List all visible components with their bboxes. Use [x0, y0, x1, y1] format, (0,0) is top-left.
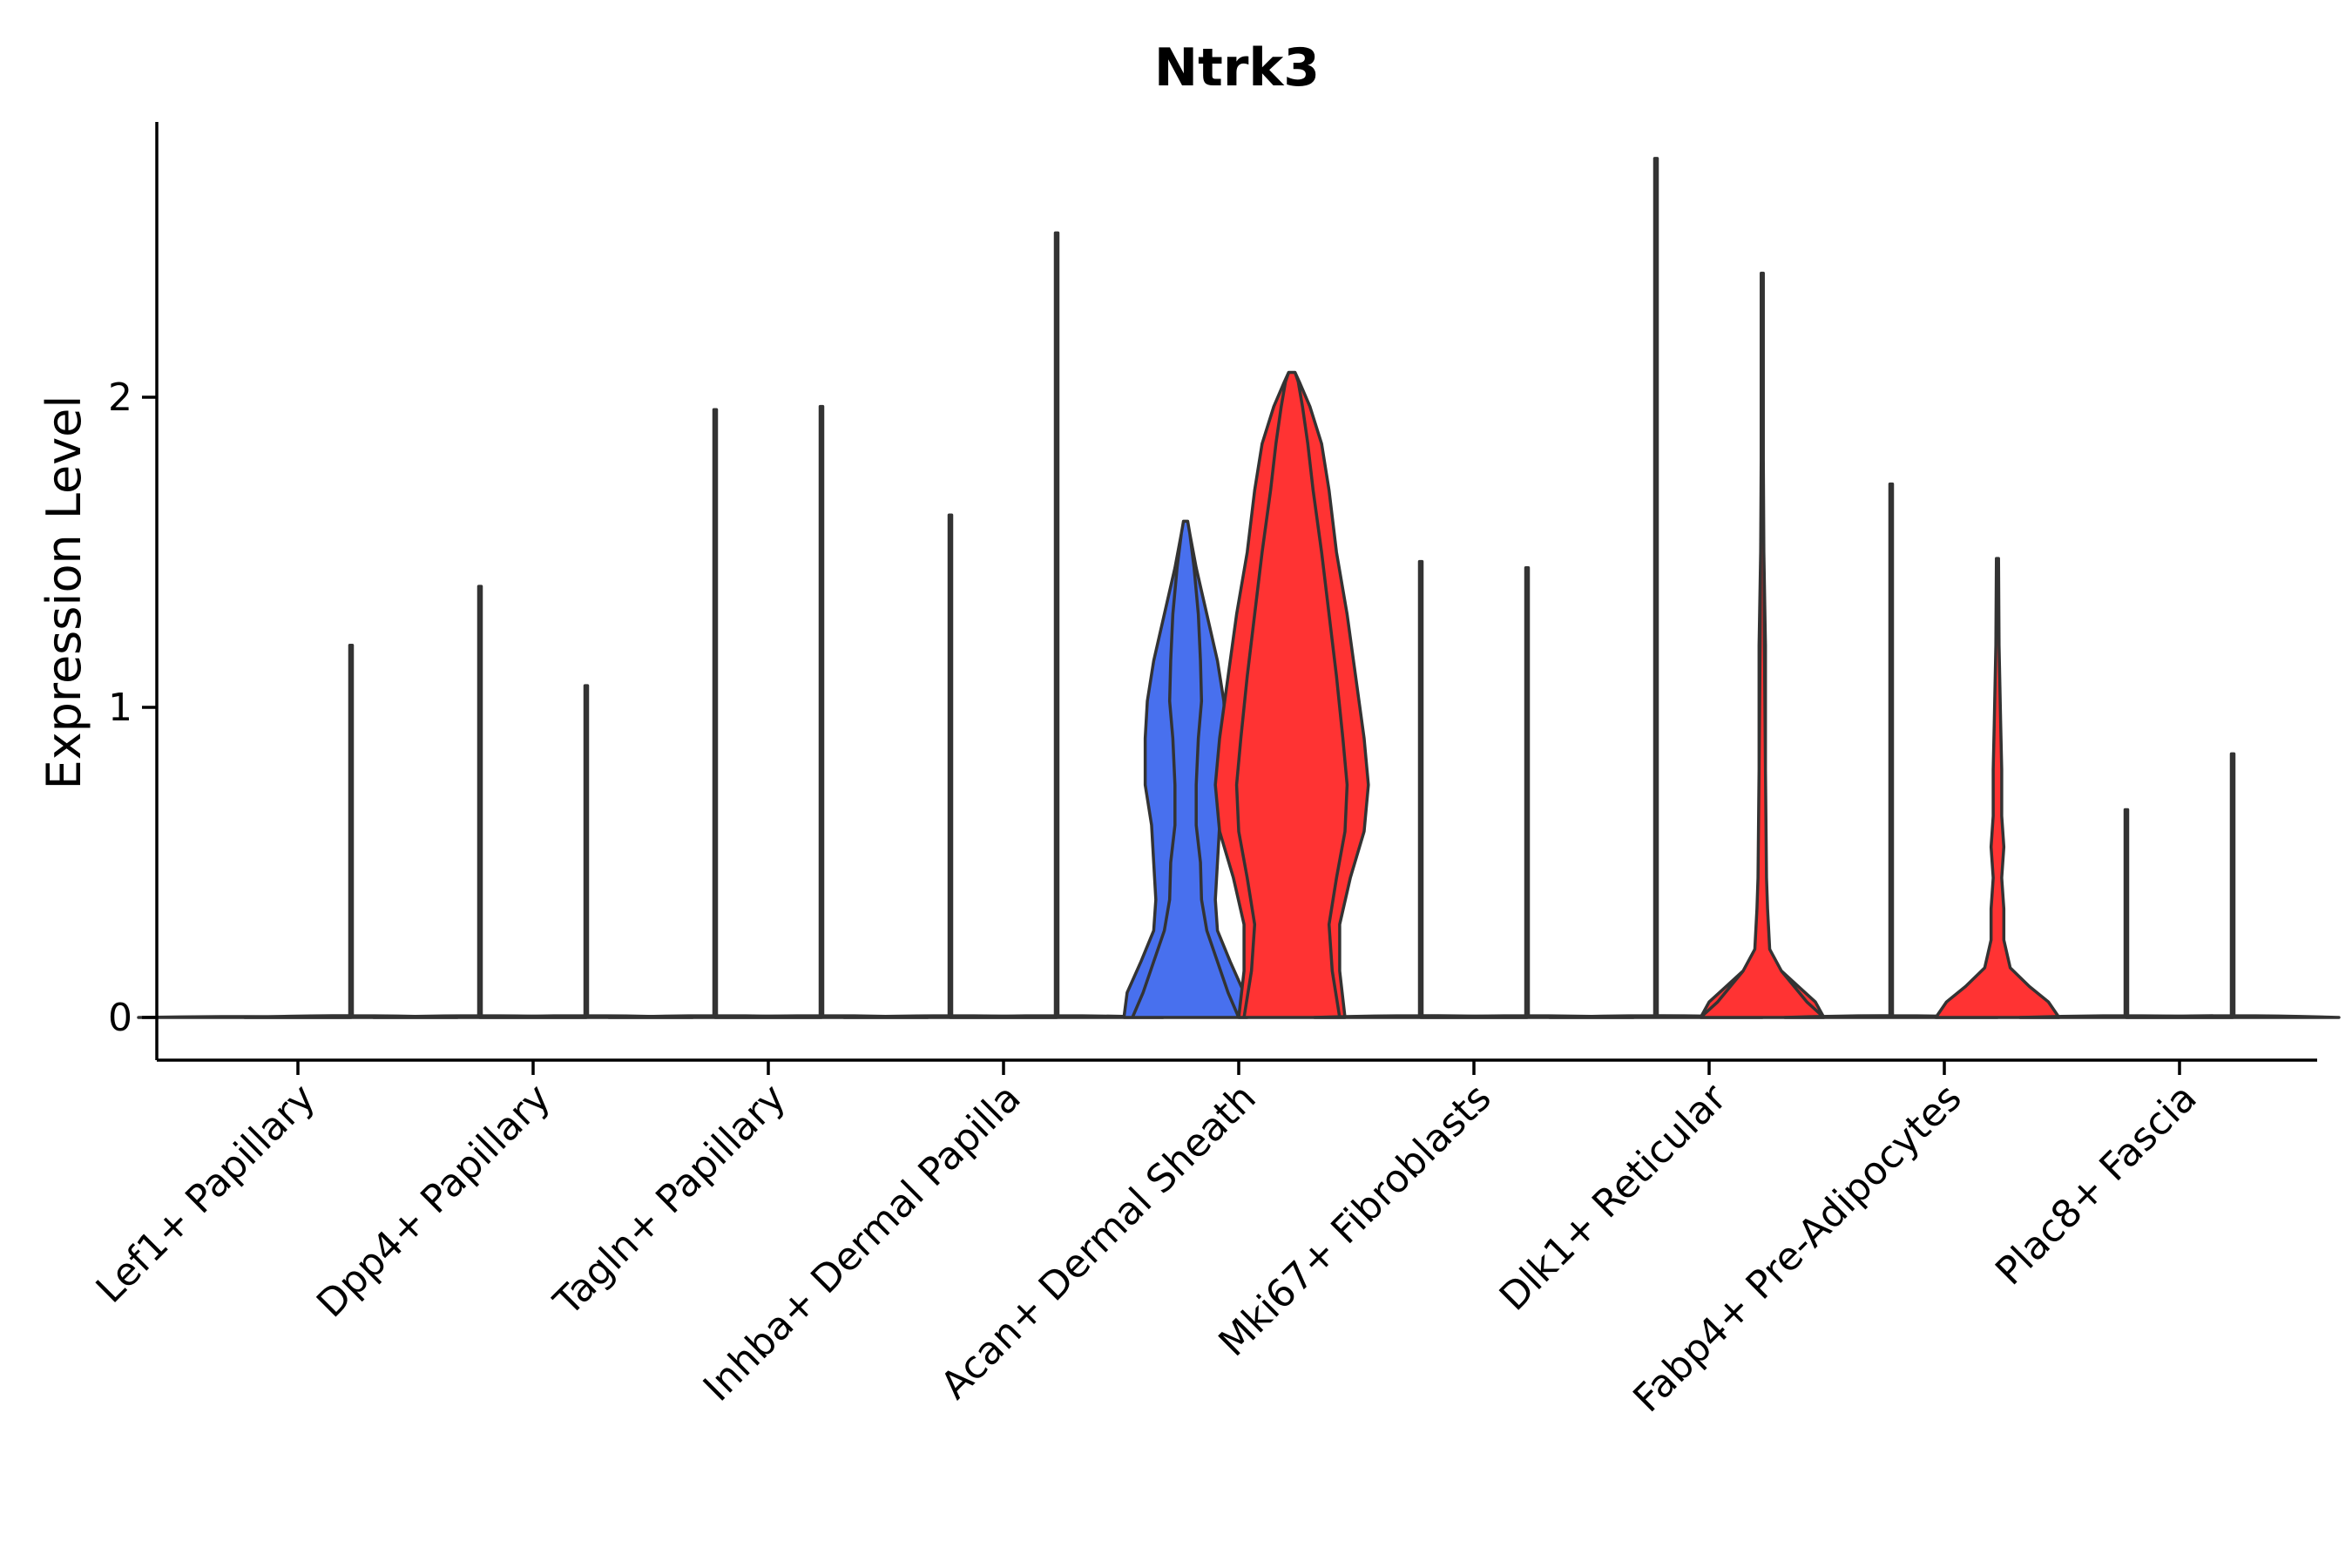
- x-tick-label: Dlk1+ Reticular: [1491, 1075, 1736, 1320]
- violin-right-tagln-papillary: [713, 404, 929, 1019]
- chart-title: Ntrk3: [1154, 37, 1320, 98]
- violin-group: [137, 157, 2341, 1019]
- violin-right-mki67-fibroblasts: [1419, 566, 1635, 1019]
- violin-left-dpp4-papillary: [372, 585, 588, 1019]
- y-tick-label: 2: [108, 375, 132, 420]
- y-tick-label: 1: [108, 686, 132, 730]
- x-tick-label: Tagln+ Papillary: [545, 1076, 794, 1325]
- y-axis-label: Expression Level: [37, 395, 91, 790]
- violin-left-tagln-papillary: [607, 408, 823, 1019]
- x-tick-label: Mki67+ Fibroblasts: [1210, 1076, 1499, 1365]
- violin-right-acan-dermal-sheath: [1213, 370, 1370, 1019]
- violin-left-inhba-dermal-papilla: [842, 513, 1058, 1019]
- y-tick-label: 0: [108, 996, 132, 1040]
- violin-left-dlk1-reticular: [1548, 157, 1764, 1019]
- violin-right-dpp4-papillary: [478, 684, 694, 1019]
- x-tick-label: Lef1+ Papillary: [88, 1076, 324, 1312]
- violin-right-dlk1-reticular: [1699, 271, 1826, 1019]
- x-tick-label: Dpp4+ Papillary: [308, 1076, 559, 1327]
- violin-left-fabp4-pre-adipocytes: [1783, 482, 1999, 1019]
- violin-right-lef1-papillary: [243, 644, 459, 1019]
- violin-right-plac8-fascia: [2125, 752, 2341, 1019]
- violin-left-plac8-fascia: [2018, 808, 2234, 1019]
- x-tick-label: Plac8+ Fascia: [1987, 1076, 2206, 1294]
- violin-right-fabp4-pre-adipocytes: [1934, 557, 2061, 1019]
- violin-right-inhba-dermal-papilla: [949, 231, 1165, 1019]
